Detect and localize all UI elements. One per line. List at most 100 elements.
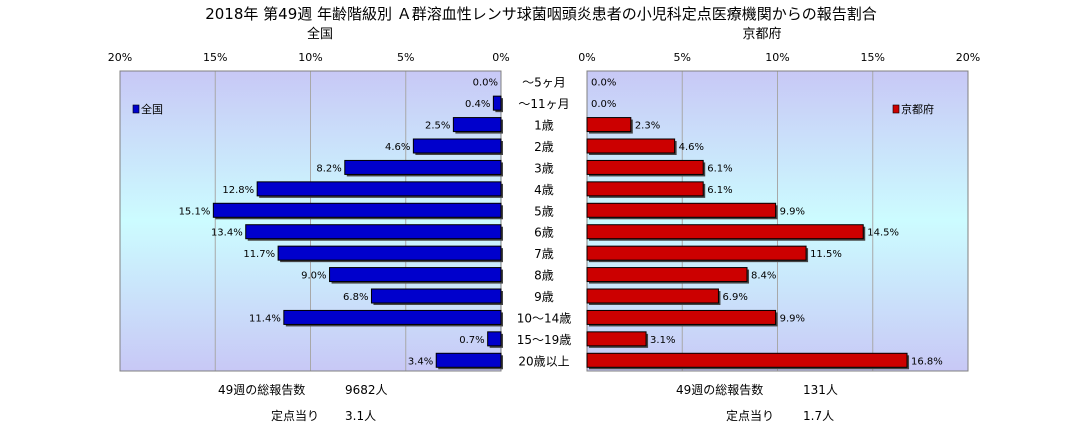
data-label: 15.1% [179,206,211,217]
bar [487,331,502,347]
x-tick-label: 15% [861,51,885,64]
plot-border [586,70,969,372]
data-label: 12.8% [222,185,254,196]
data-label: 9.9% [780,206,805,217]
category-label: ～11ヶ月 [518,97,569,111]
legend-label: 京都府 [901,102,934,116]
data-label: 6.1% [707,185,732,196]
data-label: 4.6% [679,142,704,153]
x-tick-label: 20% [956,51,980,64]
bar [344,159,502,175]
data-label: 13.4% [211,228,243,239]
category-label: 15～19歳 [517,333,572,347]
data-label: 8.2% [316,163,341,174]
left-per-value: 3.1人 [345,409,376,423]
left-panel: 0% 5% 10% 15% 20% 0.0% 0.4% 2.5% 4.6% 8.2% 12.8% 15… [108,51,510,372]
category-label: 3歳 [534,161,554,175]
category-label: 5歳 [534,204,554,218]
right-per-label: 定点当り [726,408,774,423]
x-tick-label: 5% [397,51,414,64]
category-label: 2歳 [534,140,554,154]
data-label: 6.9% [722,292,747,303]
bar [492,95,502,111]
bar [586,309,777,325]
data-label: 16.8% [911,356,943,367]
data-label: 3.1% [650,335,675,346]
data-label: 6.1% [707,163,732,174]
x-tick-label: 20% [108,51,132,64]
data-label: 2.3% [635,121,660,132]
category-label: 20歳以上 [518,354,569,368]
data-label: 0.0% [591,99,616,110]
data-label: 0.0% [591,78,616,89]
bar [212,202,502,218]
right-total-value: 131人 [803,383,838,397]
bar [586,288,719,304]
category-labels: ～5ヶ月 ～11ヶ月 1歳 2歳 3歳 4歳 5歳 6歳 7歳 8歳 9歳 10～14歳 15～19歳 2… [517,76,572,369]
data-label: 14.5% [867,228,899,239]
category-label: ～5ヶ月 [522,76,566,90]
bar [452,117,502,133]
category-label: 7歳 [534,247,554,261]
bar [586,352,908,368]
data-label: 11.5% [810,249,842,260]
bar [412,138,502,154]
bar [586,331,647,347]
category-label: 1歳 [534,119,554,133]
data-label: 2.5% [425,121,450,132]
category-label: 10～14歳 [517,311,572,325]
bar [586,267,748,283]
legend-swatch [892,104,900,114]
right-total-label: 49週の総報告数 [676,382,763,397]
legend-swatch [132,104,140,114]
right-panel: 0% 5% 10% 15% 20%0.0%0.0%2.3%4.6%6.1%6.1%9.9… [578,51,980,372]
data-label: 0.7% [459,335,484,346]
bar [586,202,777,218]
bar [329,267,502,283]
bar [435,352,502,368]
bar [245,224,502,240]
category-label: 8歳 [534,269,554,283]
bar [586,245,807,261]
plot-border [119,70,502,372]
left-total-label: 49週の総報告数 [218,382,305,397]
x-tick-label: 0% [578,51,595,64]
data-label: 9.9% [780,313,805,324]
right-per-value: 1.7人 [803,409,834,423]
data-label: 9.0% [301,271,326,282]
bar [586,117,632,133]
legend: 京都府 [892,102,934,116]
bar [586,224,864,240]
x-tick-label: 15% [203,51,227,64]
data-label: 3.4% [408,356,433,367]
x-tick-label: 0% [492,51,509,64]
data-label: 6.8% [343,292,368,303]
left-per-label: 定点当り [271,408,319,423]
x-tick-label: 10% [765,51,789,64]
chart-title: 2018年 第49週 年齢階級別 Ａ群溶血性レンサ球菌咽頭炎患者の小児科定点医療… [205,5,877,23]
bar [256,181,502,197]
data-label: 0.4% [465,99,490,110]
data-label: 0.0% [473,78,498,89]
x-tick-label: 10% [298,51,322,64]
bar [586,181,704,197]
legend: 全国 [132,102,163,116]
bar [283,309,502,325]
x-tick-label: 5% [674,51,691,64]
bar [586,138,676,154]
data-label: 11.7% [243,249,275,260]
right-panel-title: 京都府 [742,27,781,42]
bar [586,159,704,175]
data-label: 11.4% [249,313,281,324]
bar [370,288,502,304]
left-total-value: 9682人 [345,383,388,397]
legend-label: 全国 [141,102,163,116]
data-label: 8.4% [751,271,776,282]
bar [277,245,502,261]
category-label: 6歳 [534,226,554,240]
data-label: 4.6% [385,142,410,153]
category-label: 9歳 [534,290,554,304]
left-panel-title: 全国 [307,26,333,42]
